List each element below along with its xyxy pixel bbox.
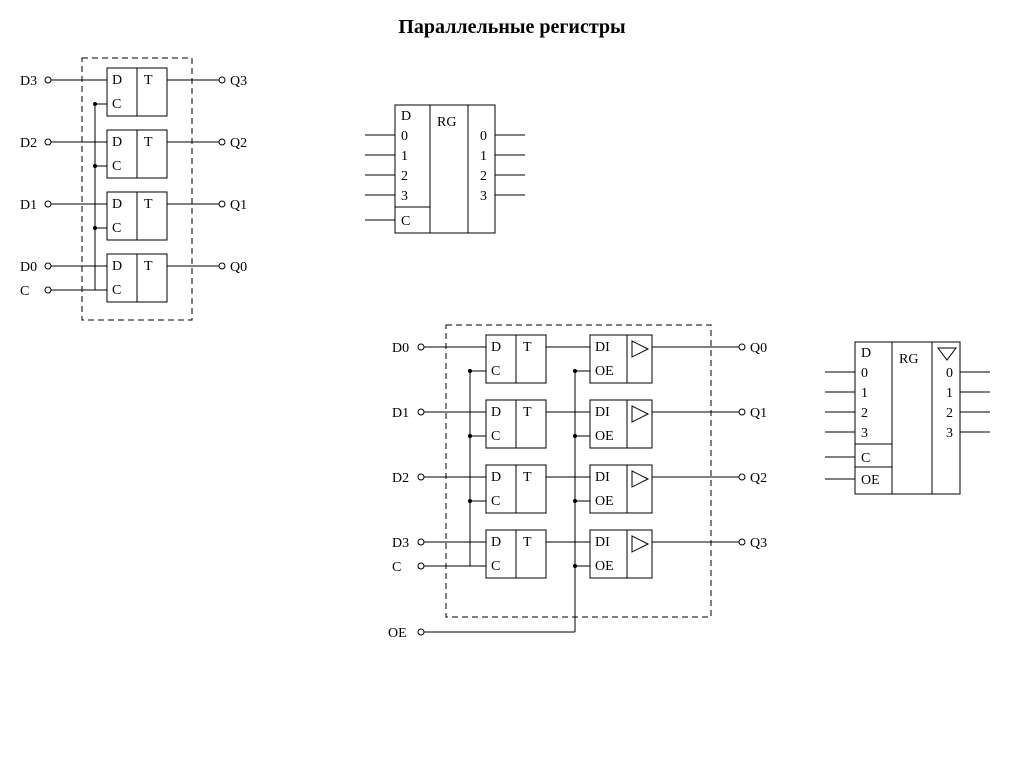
- rpin-2: 2: [946, 406, 953, 421]
- oe-label: OE: [595, 494, 614, 509]
- diagram2: RG D 0 1 2 3 C 0 1 2 3: [365, 105, 525, 233]
- pin-d: D: [401, 109, 411, 124]
- flipflop-2: D T C: [107, 192, 167, 240]
- rg-label: RG: [899, 352, 918, 367]
- pin-1: 1: [401, 149, 408, 164]
- oe-label: OE: [595, 559, 614, 574]
- d-label: D: [112, 259, 122, 274]
- input-label-oe: OE: [388, 626, 407, 641]
- d-label: D: [112, 135, 122, 150]
- buffer-0: DI OE: [590, 335, 652, 383]
- c-label: C: [112, 283, 121, 298]
- c-label: C: [112, 159, 121, 174]
- pin-0: 0: [401, 129, 408, 144]
- flipflop-2: D T C: [486, 465, 546, 513]
- schematic-canvas: D T C D T C D T C D T C: [0, 0, 1024, 767]
- t-label: T: [144, 73, 153, 88]
- rpin-3: 3: [480, 189, 487, 204]
- d-label: D: [112, 197, 122, 212]
- flipflop-0: D T C: [107, 68, 167, 116]
- diagram3: D T C D T C D T C D T C DI: [388, 325, 767, 641]
- output-label-q3: Q3: [750, 536, 767, 551]
- c-label: C: [491, 364, 500, 379]
- flipflop-0: D T C: [486, 335, 546, 383]
- input-label-d0: D0: [20, 260, 37, 275]
- c-label: C: [491, 429, 500, 444]
- rpin-1: 1: [480, 149, 487, 164]
- pin-0: 0: [861, 366, 868, 381]
- rpin-1: 1: [946, 386, 953, 401]
- pin-3: 3: [861, 426, 868, 441]
- flipflop-1: D T C: [486, 400, 546, 448]
- t-label: T: [144, 259, 153, 274]
- diagram4: RG D 0 1 2 3 C OE 0 1 2 3: [825, 342, 990, 494]
- flipflop-3: D T C: [486, 530, 546, 578]
- pin-2: 2: [401, 169, 408, 184]
- pin-1: 1: [861, 386, 868, 401]
- flipflop-3: D T C: [107, 254, 167, 302]
- output-label-q2: Q2: [750, 471, 767, 486]
- oe-label: OE: [595, 429, 614, 444]
- buffer-3: DI OE: [590, 530, 652, 578]
- output-label-q0: Q0: [750, 341, 767, 356]
- input-label-d1: D1: [20, 198, 37, 213]
- d-label: D: [491, 470, 501, 485]
- output-label-q0: Q0: [230, 260, 247, 275]
- di-label: DI: [595, 405, 610, 420]
- t-label: T: [523, 535, 532, 550]
- rpin-3: 3: [946, 426, 953, 441]
- input-label-d3: D3: [20, 74, 37, 89]
- input-label-d1: D1: [392, 406, 409, 421]
- output-label-q3: Q3: [230, 74, 247, 89]
- flipflop-1: D T C: [107, 130, 167, 178]
- pin-3: 3: [401, 189, 408, 204]
- di-label: DI: [595, 535, 610, 550]
- t-label: T: [523, 470, 532, 485]
- input-label-d0: D0: [392, 341, 409, 356]
- buffer-1: DI OE: [590, 400, 652, 448]
- output-label-q2: Q2: [230, 136, 247, 151]
- pin-c: C: [401, 214, 410, 229]
- pin-oe: OE: [861, 473, 880, 488]
- diagram1: D T C D T C D T C D T C: [20, 58, 247, 320]
- c-label: C: [491, 559, 500, 574]
- d-label: D: [491, 340, 501, 355]
- d-label: D: [491, 405, 501, 420]
- c-label: C: [112, 97, 121, 112]
- t-label: T: [523, 340, 532, 355]
- t-label: T: [523, 405, 532, 420]
- t-label: T: [144, 135, 153, 150]
- oe-label: OE: [595, 364, 614, 379]
- rpin-0: 0: [480, 129, 487, 144]
- c-label: C: [112, 221, 121, 236]
- d-label: D: [112, 73, 122, 88]
- input-label-c: C: [20, 284, 29, 299]
- rg-label: RG: [437, 115, 456, 130]
- output-label-q1: Q1: [750, 406, 767, 421]
- di-label: DI: [595, 340, 610, 355]
- di-label: DI: [595, 470, 610, 485]
- pin-d: D: [861, 346, 871, 361]
- input-label-c: C: [392, 560, 401, 575]
- d-label: D: [491, 535, 501, 550]
- pin-c: C: [861, 451, 870, 466]
- input-label-d3: D3: [392, 536, 409, 551]
- output-label-q1: Q1: [230, 198, 247, 213]
- buffer-2: DI OE: [590, 465, 652, 513]
- c-label: C: [491, 494, 500, 509]
- rpin-0: 0: [946, 366, 953, 381]
- input-label-d2: D2: [20, 136, 37, 151]
- rpin-2: 2: [480, 169, 487, 184]
- t-label: T: [144, 197, 153, 212]
- pin-2: 2: [861, 406, 868, 421]
- input-label-d2: D2: [392, 471, 409, 486]
